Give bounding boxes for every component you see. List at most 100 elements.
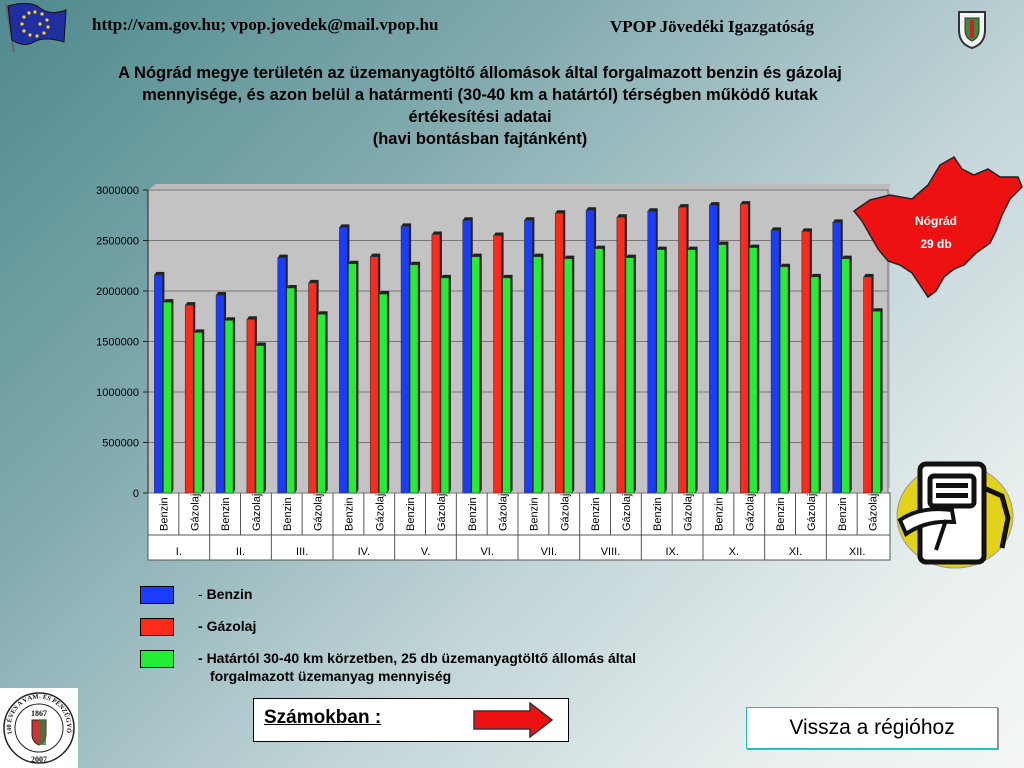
border-benzin-bar <box>409 264 419 494</box>
benzin-bar <box>400 226 410 494</box>
nograd-map: Nógrád 29 db <box>852 156 1023 299</box>
title-line-2: mennyisége, és azon belül a határmenti (… <box>142 86 818 104</box>
border-gazolaj-bar <box>378 293 388 494</box>
header-url[interactable]: http://vam.gov.hu; vpop.jovedek@mail.vpo… <box>92 15 439 34</box>
logo-year-top: 1867 <box>31 709 47 718</box>
gazolaj-bar <box>863 276 872 494</box>
border-benzin-bar <box>348 263 357 494</box>
x-subcategory-label: Gázolaj <box>313 494 325 531</box>
x-subcategory-label: Benzin <box>713 497 725 531</box>
x-subcategory-label: Gázolaj <box>744 494 756 531</box>
x-subcategory-label: Benzin <box>220 497 232 531</box>
gazolaj-bar <box>801 231 811 494</box>
x-month-label: I. <box>176 546 182 558</box>
x-subcategory-label: Gázolaj <box>189 494 201 531</box>
border-gazolaj-bar <box>440 277 450 494</box>
x-subcategory-label: Benzin <box>775 497 787 531</box>
numbers-link-label[interactable]: Számokban : <box>264 707 382 728</box>
x-subcategory-label: Gázolaj <box>806 494 818 531</box>
title-line-4: (havi bontásban fajtánként) <box>372 130 588 148</box>
legend-swatch-border-zone <box>140 650 174 668</box>
border-benzin-bar <box>533 256 542 494</box>
legend-label-border-zone-2: forgalmazott üzemanyag mennyiség <box>210 668 452 684</box>
x-month-label: IV. <box>358 546 370 558</box>
legend-label-gazolaj: Gázolaj <box>206 618 257 634</box>
title-line-3: értékesítési adatai <box>408 108 552 126</box>
border-benzin-bar <box>841 258 851 494</box>
x-month-label: V. <box>421 546 430 558</box>
border-gazolaj-bar <box>563 258 573 494</box>
border-gazolaj-bar <box>687 249 696 494</box>
benzin-bar <box>339 227 348 494</box>
x-subcategory-label: Gázolaj <box>868 494 880 531</box>
numbers-link-box[interactable]: Számokban : <box>253 698 569 742</box>
benzin-bar <box>277 257 287 494</box>
border-benzin-bar <box>224 319 234 494</box>
border-benzin-bar <box>286 287 296 494</box>
border-benzin-bar <box>779 266 789 494</box>
border-benzin-bar <box>163 301 172 494</box>
benzin-bar <box>709 204 718 494</box>
border-gazolaj-bar <box>748 247 758 494</box>
map-count-label: 29 db <box>920 237 951 251</box>
map-region-label: Nógrád <box>915 214 957 228</box>
legend-swatch-benzin <box>140 586 174 604</box>
y-tick-label: 1500000 <box>96 337 139 349</box>
gazolaj-bar <box>184 304 194 494</box>
border-gazolaj-bar <box>625 257 635 494</box>
gazolaj-bar <box>369 256 379 494</box>
eu-flag-icon <box>5 2 67 52</box>
x-month-label: VIII. <box>601 546 621 558</box>
gazolaj-bar <box>739 203 749 494</box>
x-subcategory-label: Gázolaj <box>621 494 633 531</box>
border-gazolaj-bar <box>502 277 511 494</box>
nograd-region-shape <box>852 156 1023 299</box>
y-tick-label: 2000000 <box>96 286 139 298</box>
y-tick-label: 3000000 <box>96 185 139 197</box>
x-month-label: X. <box>729 546 739 558</box>
x-month-label: III. <box>296 546 308 558</box>
back-to-region-button[interactable]: Vissza a régióhoz <box>746 707 998 749</box>
customs-emblem-icon <box>958 11 986 50</box>
legend-label-benzin: Benzin <box>206 586 253 602</box>
border-benzin-bar <box>718 244 727 494</box>
arrow-right-icon[interactable] <box>472 702 554 738</box>
benzin-bar <box>215 294 225 494</box>
x-subcategory-label: Benzin <box>343 497 355 531</box>
benzin-bar <box>647 210 657 494</box>
x-month-label: XI. <box>789 546 802 558</box>
benzin-bar <box>832 222 842 494</box>
gazolaj-bar <box>431 234 441 494</box>
x-subcategory-label: Benzin <box>590 497 602 531</box>
x-month-label: VI. <box>480 546 493 558</box>
border-gazolaj-bar <box>255 345 265 494</box>
x-subcategory-label: Gázolaj <box>251 494 263 531</box>
x-month-label: XII. <box>849 546 866 558</box>
x-subcategory-label: Gázolaj <box>498 494 510 531</box>
gazolaj-bar <box>246 318 256 494</box>
chart-title: A Nógrád megye területén az üzemanyagtöl… <box>40 62 920 150</box>
gazolaj-bar <box>616 216 626 494</box>
benzin-bar <box>524 220 533 494</box>
y-tick-label: 1000000 <box>96 387 139 399</box>
border-gazolaj-bar <box>193 332 203 494</box>
x-subcategory-label: Benzin <box>528 497 540 531</box>
fuel-station-icon <box>896 461 1014 569</box>
border-benzin-bar <box>656 249 666 494</box>
x-month-label: IX. <box>665 546 678 558</box>
border-gazolaj-bar <box>810 276 820 494</box>
y-tick-label: 500000 <box>102 438 139 450</box>
x-month-label: VII. <box>541 546 558 558</box>
x-subcategory-label: Gázolaj <box>436 494 448 531</box>
gazolaj-bar <box>308 282 317 494</box>
x-subcategory-label: Gázolaj <box>374 494 386 531</box>
benzin-bar <box>462 220 472 494</box>
benzin-bar <box>770 230 780 494</box>
legend-label-border-zone: Határtól 30-40 km körzetben, 25 db üzema… <box>206 650 637 666</box>
bar-chart: 0 500000 1000000 1500000 2000000 2500000 30000… <box>96 184 891 561</box>
x-subcategory-label: Benzin <box>158 497 170 531</box>
x-subcategory-label: Benzin <box>467 497 479 531</box>
x-subcategory-label: Benzin <box>282 497 294 531</box>
x-subcategory-label: Benzin <box>405 497 417 531</box>
x-month-label: II. <box>236 546 245 558</box>
